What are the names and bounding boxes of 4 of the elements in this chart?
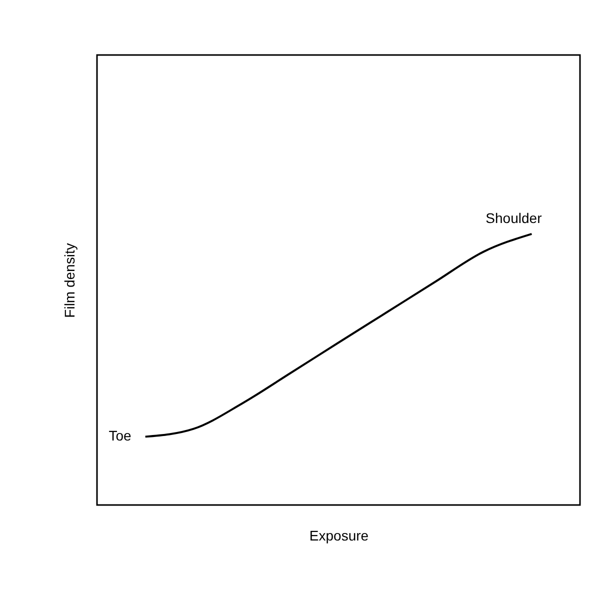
y-axis-title: Film density [62, 243, 78, 318]
x-axis-title: Exposure [309, 528, 369, 544]
text: Shoulder [486, 210, 542, 226]
annotation: Toe [108, 428, 132, 444]
